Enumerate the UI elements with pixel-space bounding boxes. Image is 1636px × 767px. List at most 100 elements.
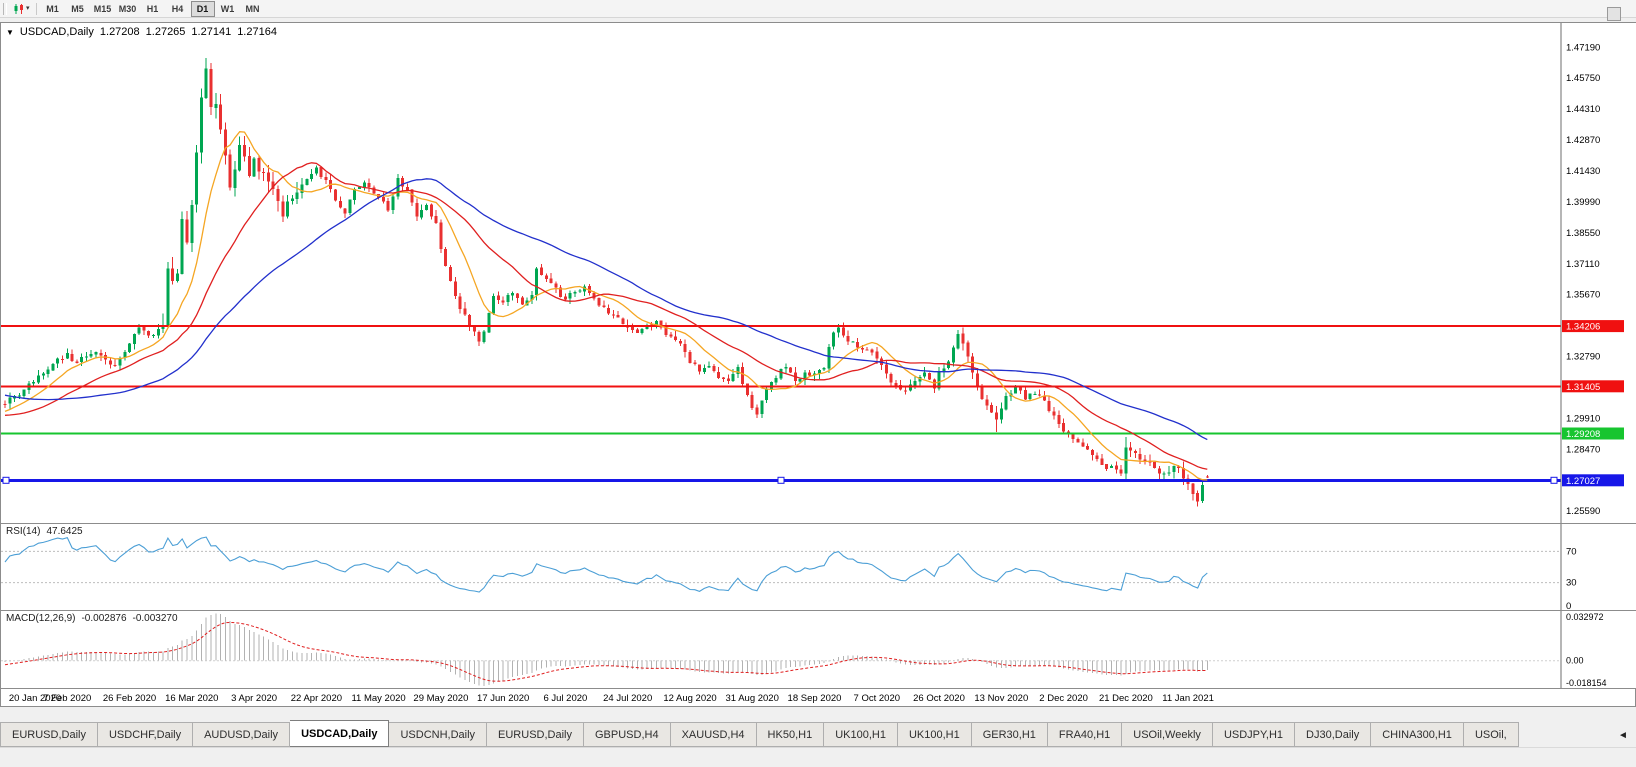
svg-text:24 Jul 2020: 24 Jul 2020 <box>603 693 652 704</box>
chart-tab-dj30-daily[interactable]: DJ30,Daily <box>1295 722 1372 747</box>
rsi-value: 47.6425 <box>46 526 83 537</box>
svg-text:1.41430: 1.41430 <box>1566 166 1600 177</box>
rsi-name: RSI(14) <box>6 526 41 537</box>
ohlc-close-value: 1.27164 <box>237 26 277 38</box>
chart-tab-usdchf-daily[interactable]: USDCHF,Daily <box>97 722 194 747</box>
chart-symbol-label: USDCAD,Daily <box>19 26 94 38</box>
svg-text:1.44310: 1.44310 <box>1566 104 1600 115</box>
svg-text:2 Dec 2020: 2 Dec 2020 <box>1039 693 1088 704</box>
svg-text:1.34206: 1.34206 <box>1566 322 1600 333</box>
macd-signal-value: -0.003270 <box>132 613 178 624</box>
chart-tab-eurusd-daily[interactable]: EURUSD,Daily <box>487 722 584 747</box>
chart-tab-usoil-weekly[interactable]: USOil,Weekly <box>1122 722 1213 747</box>
macd-name: MACD(12,26,9) <box>6 613 76 624</box>
chart-tab-uk100-h1[interactable]: UK100,H1 <box>824 722 898 747</box>
chart-tab-xauusd-h4[interactable]: XAUUSD,H4 <box>670 722 757 747</box>
svg-text:1.28470: 1.28470 <box>1566 444 1600 455</box>
tab-scroll-left-button[interactable]: ◄ <box>1613 725 1633 745</box>
date-axis[interactable]: 20 Jan 2020 7 Feb 2020 26 Feb 2020 16 Mar 2… <box>1 688 1635 706</box>
svg-text:1.39990: 1.39990 <box>1566 197 1600 208</box>
chart-tab-ger30-h1[interactable]: GER30,H1 <box>971 722 1048 747</box>
candlestick-icon <box>14 3 23 14</box>
svg-text:1.29910: 1.29910 <box>1566 413 1600 424</box>
timeframe-h4-button[interactable]: H4 <box>166 1 190 17</box>
svg-text:0: 0 <box>1566 601 1571 610</box>
svg-text:3 Apr 2020: 3 Apr 2020 <box>231 693 277 704</box>
timeframe-d1-button[interactable]: D1 <box>190 0 215 17</box>
chart-header: ▼ USDCAD,Daily 1.27208 1.27265 1.27141 1… <box>6 26 277 39</box>
svg-text:26 Oct 2020: 26 Oct 2020 <box>913 693 965 704</box>
chart-tabs: EURUSD,Daily USDCHF,Daily AUDUSD,Daily USDC… <box>0 720 1636 747</box>
macd-main-value: -0.002876 <box>81 613 127 624</box>
svg-text:22 Apr 2020: 22 Apr 2020 <box>291 693 342 704</box>
chart-tab-uk100-h1[interactable]: UK100,H1 <box>897 722 972 747</box>
ohlc-low-value: 1.27141 <box>191 26 232 38</box>
rsi-panel: RSI(14) 47.6425 70 30 0 <box>1 523 1636 610</box>
svg-text:26 Feb 2020: 26 Feb 2020 <box>103 693 156 704</box>
svg-text:29 May 2020: 29 May 2020 <box>413 693 468 704</box>
svg-text:17 Jun 2020: 17 Jun 2020 <box>477 693 529 704</box>
svg-text:11 Jan 2021: 11 Jan 2021 <box>1162 693 1214 704</box>
ohlc-open-value: 1.27208 <box>99 26 140 38</box>
timeframe-buttons: M1 M5 M15 M30 H1 H4 D1 W1 MN <box>41 0 265 17</box>
svg-text:7 Oct 2020: 7 Oct 2020 <box>854 693 900 704</box>
macd-panel: MACD(12,26,9) -0.002876 -0.003270 0.0329… <box>1 610 1636 688</box>
timeframe-mn-button[interactable]: MN <box>241 1 265 17</box>
chart-tab-usdjpy-h1[interactable]: USDJPY,H1 <box>1212 722 1296 747</box>
svg-text:1.29208: 1.29208 <box>1566 429 1600 440</box>
macd-canvas[interactable]: 0.032972 0.00 -0.018154 <box>1 611 1636 688</box>
svg-text:1.25590: 1.25590 <box>1566 506 1600 517</box>
chart-window: ▼ USDCAD,Daily 1.27208 1.27265 1.27141 1… <box>0 22 1636 707</box>
svg-text:1.38550: 1.38550 <box>1566 228 1600 239</box>
svg-text:30: 30 <box>1566 578 1577 589</box>
timeframe-h1-button[interactable]: H1 <box>141 1 165 17</box>
chart-tab-hk50-h1[interactable]: HK50,H1 <box>756 722 825 747</box>
rsi-label: RSI(14) 47.6425 <box>6 526 83 537</box>
svg-text:6 Jul 2020: 6 Jul 2020 <box>543 693 587 704</box>
timeframe-toolbar: ▾ M1 M5 M15 M30 H1 H4 D1 W1 MN <box>0 0 1636 18</box>
dropdown-caret-icon: ▾ <box>26 5 30 12</box>
chart-tab-usdcad-daily[interactable]: USDCAD,Daily <box>290 720 390 747</box>
timeframe-w1-button[interactable]: W1 <box>216 1 240 17</box>
svg-text:1.31405: 1.31405 <box>1566 382 1600 393</box>
chart-tab-gbpusd-h4[interactable]: GBPUSD,H4 <box>584 722 671 747</box>
svg-text:7 Feb 2020: 7 Feb 2020 <box>43 693 91 704</box>
svg-text:1.42870: 1.42870 <box>1566 135 1600 146</box>
timeframe-m15-button[interactable]: M15 <box>91 1 115 17</box>
timeframe-m5-button[interactable]: M5 <box>66 1 90 17</box>
svg-text:1.32790: 1.32790 <box>1566 352 1600 363</box>
svg-text:-0.018154: -0.018154 <box>1566 678 1607 688</box>
collapse-triangle-icon[interactable]: ▼ <box>6 28 14 37</box>
toolbar-separator <box>35 2 37 15</box>
price-chart-panel: ▼ USDCAD,Daily 1.27208 1.27265 1.27141 1… <box>1 23 1636 523</box>
svg-text:1.35670: 1.35670 <box>1566 290 1600 301</box>
macd-label: MACD(12,26,9) -0.002876 -0.003270 <box>6 613 178 624</box>
timeframe-m1-button[interactable]: M1 <box>41 1 65 17</box>
chart-tab-eurusd-daily[interactable]: EURUSD,Daily <box>0 722 98 747</box>
chart-tab-fra40-h1[interactable]: FRA40,H1 <box>1047 722 1123 747</box>
svg-text:11 May 2020: 11 May 2020 <box>351 693 405 704</box>
timeframe-m30-button[interactable]: M30 <box>116 1 140 17</box>
svg-text:21 Dec 2020: 21 Dec 2020 <box>1099 693 1153 704</box>
chart-tab-audusd-daily[interactable]: AUDUSD,Daily <box>193 722 291 747</box>
rsi-canvas[interactable]: 70 30 0 <box>1 524 1636 610</box>
svg-text:1.45750: 1.45750 <box>1566 73 1600 84</box>
svg-text:1.47190: 1.47190 <box>1566 42 1600 53</box>
svg-text:13 Nov 2020: 13 Nov 2020 <box>974 693 1028 704</box>
price-chart-canvas[interactable]: 1.47190 1.45750 1.44310 1.42870 1.41430 1.399… <box>1 23 1636 523</box>
ohlc-high-value: 1.27265 <box>145 26 186 38</box>
status-bar <box>0 747 1636 767</box>
svg-text:16 Mar 2020: 16 Mar 2020 <box>165 693 218 704</box>
chart-period-button[interactable]: ▾ <box>11 1 32 17</box>
svg-text:1.37110: 1.37110 <box>1566 259 1600 270</box>
svg-text:18 Sep 2020: 18 Sep 2020 <box>788 693 842 704</box>
toolbar-grip[interactable] <box>3 2 7 15</box>
chart-tab-bar: EURUSD,Daily USDCHF,Daily AUDUSD,Daily USDC… <box>0 707 1636 747</box>
window-button[interactable] <box>1607 7 1621 21</box>
chart-tab-china300-h1[interactable]: CHINA300,H1 <box>1371 722 1464 747</box>
chart-tab-usdcnh-daily[interactable]: USDCNH,Daily <box>389 722 488 747</box>
svg-text:70: 70 <box>1566 546 1577 557</box>
svg-text:0.00: 0.00 <box>1566 656 1584 666</box>
chart-tab-usoil[interactable]: USOil, <box>1463 722 1519 747</box>
